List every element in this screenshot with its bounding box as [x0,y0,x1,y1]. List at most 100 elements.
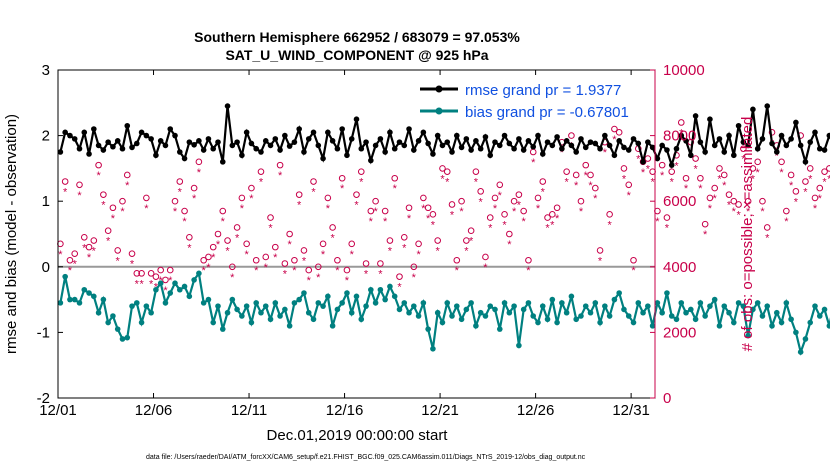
obs-assimilated-point: * [665,223,670,235]
bias-point [745,332,751,339]
obs-possible-point [143,194,150,202]
obs-assimilated-point: * [732,206,737,218]
bias-point [582,303,589,309]
rmse-point [143,132,150,139]
bias-point [578,313,584,319]
obs-assimilated-point: * [216,239,221,251]
bias-point [630,319,637,326]
obs-assimilated-point: * [187,242,192,254]
x-tick-label: 12/16 [326,402,364,419]
obs-assimilated-point: * [192,193,197,205]
legend-rmse-marker [435,85,443,93]
obs-possible-point [582,161,590,169]
rmse-point [726,132,732,139]
obs-assimilated-point: * [120,206,125,218]
bias-point [368,286,374,293]
rmse-point [821,147,828,153]
rmse-point [91,126,97,132]
obs-assimilated-point: * [383,216,388,228]
obs-possible-point [529,148,537,156]
obs-possible-point [267,214,274,221]
obs-possible-point [224,237,231,244]
obs-possible-point [66,256,74,264]
obs-assimilated-point: * [173,206,178,218]
rmse-point [329,138,336,144]
obs-assimilated-point: * [555,213,560,225]
rmse-point [129,144,135,151]
obs-assimilated-point: * [369,216,374,228]
obs-possible-point [720,171,728,179]
obs-possible-point [525,256,532,264]
rmse-point [559,145,565,152]
rmse-point [162,142,169,149]
rmse-point [707,116,713,122]
rmse-point [76,145,83,152]
obs-assimilated-point: * [469,236,474,248]
rmse-point [563,138,570,144]
bias-point [358,316,365,323]
rmse-point [172,132,178,139]
bias-point [391,293,398,300]
obs-possible-point [324,194,332,202]
obs-possible-point [644,155,652,162]
obs-possible-point [243,240,250,248]
rmse-point [826,132,830,139]
obs-assimilated-point: * [670,177,675,189]
rmse-point [391,145,398,152]
rmse-point [754,145,761,152]
bias-point [411,303,417,309]
bias-point [176,286,183,293]
rmse-point [554,134,560,140]
rmse-point [482,134,489,140]
bias-point [788,316,794,323]
obs-possible-point [396,273,403,280]
obs-assimilated-point: * [77,190,82,202]
rmse-point [578,136,584,142]
bias-point [678,300,685,306]
obs-assimilated-point: * [292,265,297,277]
obs-possible-point [716,165,723,172]
obs-assimilated-point: * [73,259,78,271]
obs-assimilated-point: * [168,275,173,287]
bias-point [750,306,756,313]
rmse-point [711,142,718,149]
rmse-point [339,126,345,132]
obs-assimilated-point: * [197,167,202,179]
bias-point [420,300,427,306]
bias-point [353,293,360,300]
obs-possible-point [367,207,375,215]
obs-possible-point [166,266,174,274]
rmse-point [81,129,88,136]
bias-point [181,283,188,290]
obs-possible-point [123,171,131,179]
bias-point [707,303,713,309]
obs-possible-point [338,174,346,182]
rmse-point [668,162,675,168]
rmse-point [110,143,116,150]
obs-assimilated-point: * [550,219,555,231]
obs-assimilated-point: * [526,265,531,277]
rmse-point [678,132,685,139]
obs-assimilated-point: * [139,278,144,290]
obs-assimilated-point: * [507,239,512,251]
obs-possible-point [329,224,336,231]
obs-assimilated-point: * [822,177,827,189]
x-tick-label: 12/31 [612,402,650,419]
rmse-point [449,149,455,155]
bias-point [71,296,78,303]
bias-point [267,316,274,323]
obs-possible-point [587,171,594,179]
obs-assimilated-point: * [106,236,111,248]
obs-possible-point [276,161,284,169]
obs-possible-point [119,197,126,205]
obs-possible-point [668,168,676,175]
bias-point [821,306,828,313]
data-file-footnote: data file: /Users/raeder/DAI/ATM_forcXX/… [146,454,586,461]
bias-point [110,313,116,319]
obs-assimilated-point: * [335,265,340,277]
obs-possible-point [305,266,313,274]
bias-point [535,319,541,326]
bias-point [430,346,436,352]
obs-possible-point [162,276,169,284]
rmse-point [377,136,384,142]
